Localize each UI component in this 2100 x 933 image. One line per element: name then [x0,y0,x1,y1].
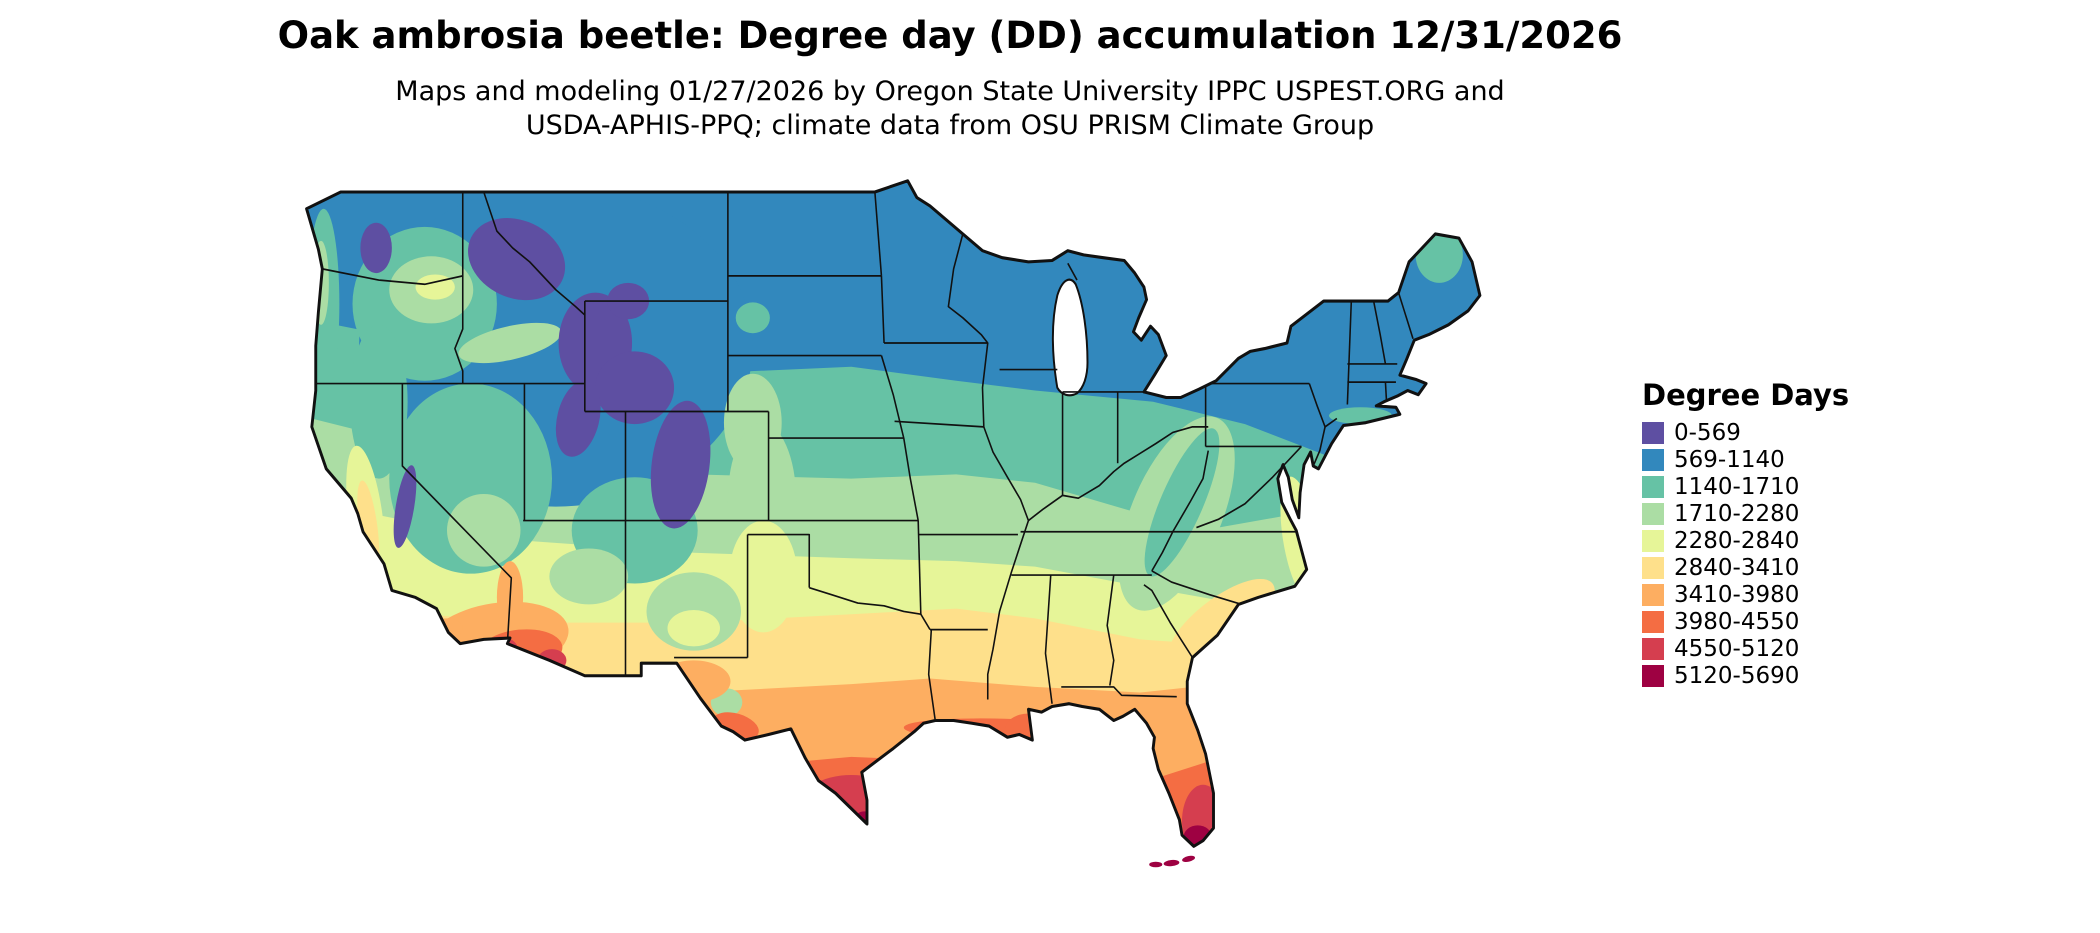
legend-swatch [1642,476,1664,498]
legend-swatch [1642,449,1664,471]
legend-entry: 5120-5690 [1642,662,1849,689]
legend-label: 5120-5690 [1674,662,1800,689]
page-subtitle: Maps and modeling 01/27/2026 by Oregon S… [0,75,1900,143]
page-title: Oak ambrosia beetle: Degree day (DD) acc… [277,14,1623,57]
legend-swatch [1642,557,1664,579]
legend-entry: 2280-2840 [1642,527,1849,554]
legend-label: 3980-4550 [1674,608,1800,635]
legend-swatch [1642,665,1664,687]
band-3980-4550 [306,751,1480,847]
subtitle-line-1: Maps and modeling 01/27/2026 by Oregon S… [395,76,1505,107]
legend-swatch [1642,611,1664,633]
legend-title: Degree Days [1642,378,1850,412]
legend-label: 2840-3410 [1674,554,1800,581]
legend-entry: 3980-4550 [1642,608,1849,635]
us-degree-day-map [300,178,1560,933]
subtitle-line-2: USDA-APHIS-PPQ; climate data from OSU PR… [525,109,1375,141]
legend-entry: 0-569 [1642,419,1849,446]
legend-entry: 2840-3410 [1642,554,1849,581]
legend-label: 4550-5120 [1674,635,1800,662]
legend-swatch [1642,638,1664,660]
florida-keys [1149,855,1196,868]
legend-swatch [1642,584,1664,606]
legend-entry: 3410-3980 [1642,581,1849,608]
legend-rows: 0-569 569-1140 1140-1710 1710-2280 2280-2840… [1642,419,1849,689]
lake-michigan [1051,278,1089,397]
legend-label: 3410-3980 [1674,581,1800,608]
legend-label: 1710-2280 [1674,500,1800,527]
us-map-svg [305,179,1482,868]
region-south-florida [1182,784,1224,847]
degree-day-raster [306,180,1480,847]
legend-swatch [1642,422,1664,444]
legend-label: 1140-1710 [1674,473,1800,500]
band-4550-5120 [306,804,1480,847]
legend-entry: 569-1140 [1642,446,1849,473]
legend-swatch [1642,530,1664,552]
legend-entry: 1140-1710 [1642,473,1849,500]
legend-label: 0-569 [1674,419,1741,446]
legend-label: 569-1140 [1674,446,1785,473]
legend-swatch [1642,503,1664,525]
legend-entry: 4550-5120 [1642,635,1849,662]
legend-entry: 1710-2280 [1642,500,1849,527]
legend-label: 2280-2840 [1674,527,1800,554]
band-3410-3980 [306,670,1480,847]
region-high-rockies-coldest [360,218,711,548]
legend: Degree Days 0-569 569-1140 1140-1710 1710-2… [1642,378,1849,692]
header: Oak ambrosia beetle: Degree day (DD) acc… [0,14,1900,143]
